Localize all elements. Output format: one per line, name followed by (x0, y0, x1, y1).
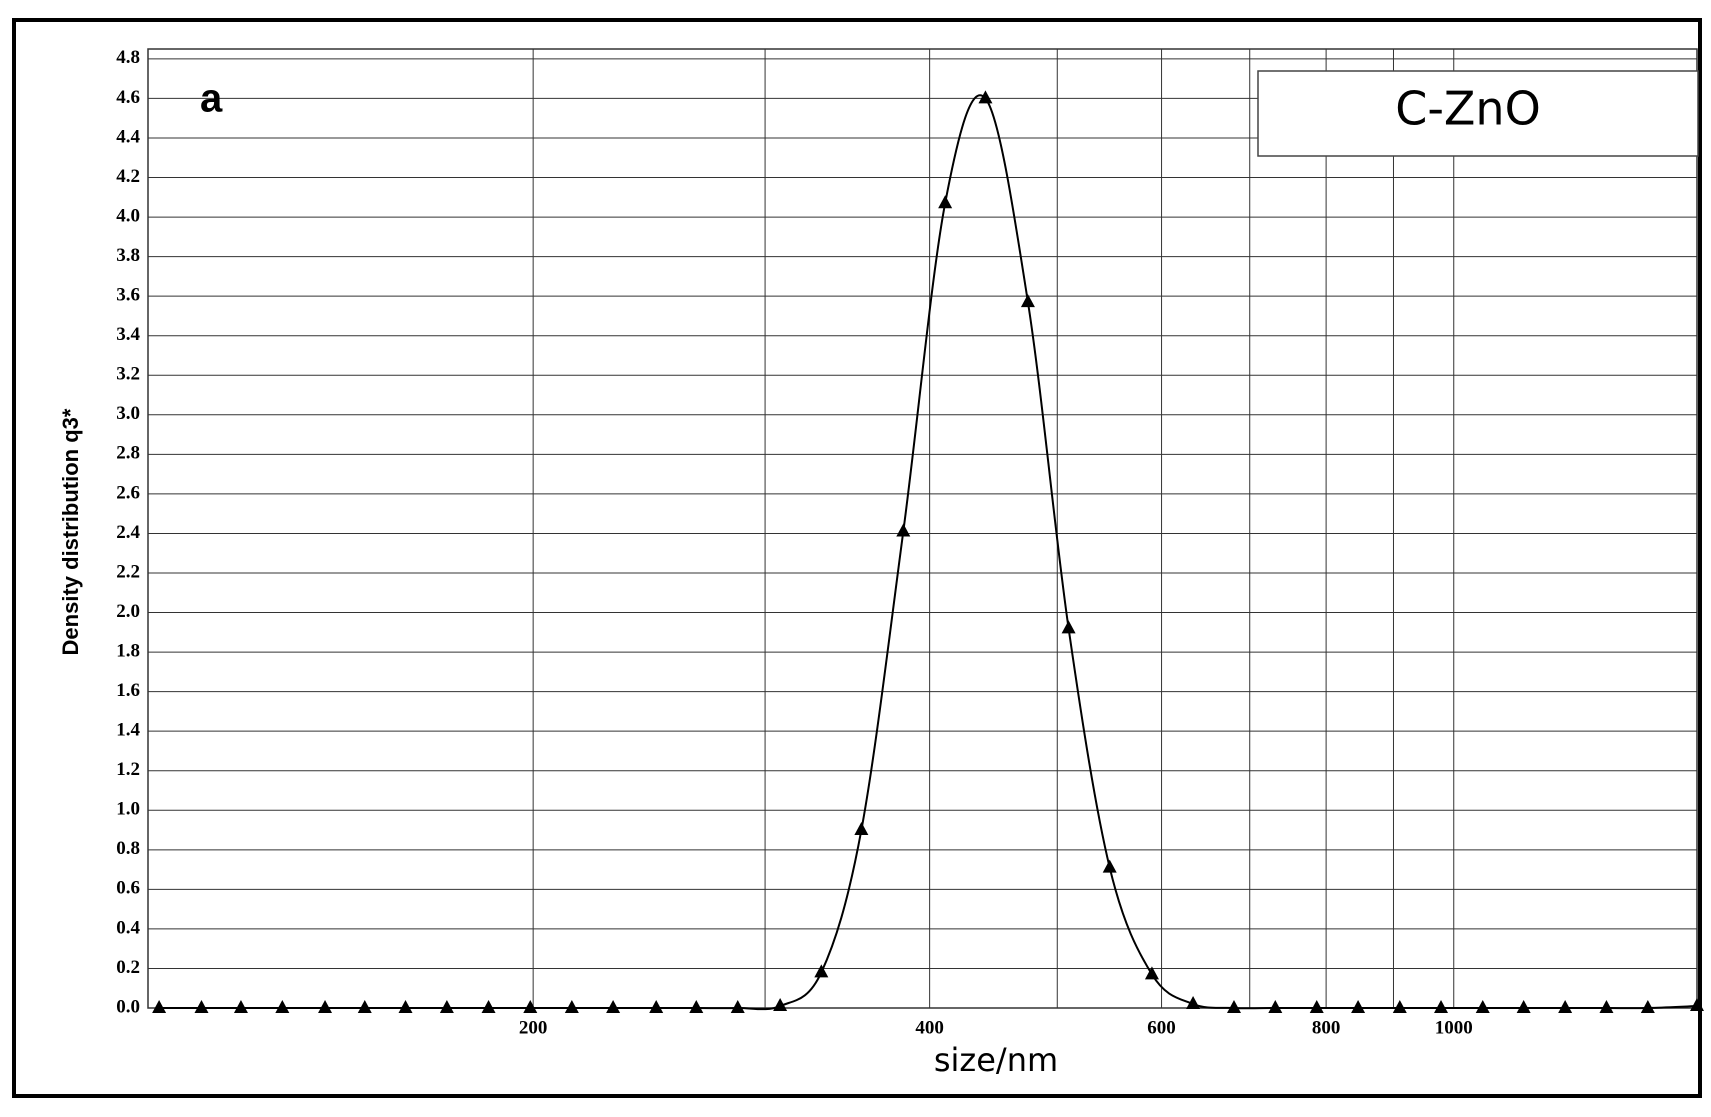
y-tick-label: 4.0 (116, 205, 140, 226)
y-tick-label: 3.4 (116, 324, 140, 345)
y-tick-label: 2.8 (116, 443, 140, 464)
data-marker (357, 1000, 372, 1013)
data-marker (1690, 998, 1704, 1012)
y-tick-label: 1.2 (116, 759, 140, 780)
y-tick-label: 3.8 (116, 245, 140, 266)
y-tick-label: 0.2 (116, 957, 140, 978)
y-tick-label: 2.2 (116, 561, 140, 582)
y-tick-label: 0.0 (116, 996, 140, 1017)
data-marker (1309, 1000, 1324, 1013)
data-marker (1516, 1000, 1531, 1013)
y-tick-label: 4.8 (116, 47, 140, 68)
data-marker (481, 1000, 496, 1013)
data-marker (1599, 1000, 1614, 1013)
y-tick-label: 1.8 (116, 640, 140, 661)
x-axis-label: size/nm (934, 1041, 1058, 1079)
data-marker (1434, 1000, 1449, 1013)
data-marker (318, 1000, 333, 1013)
x-tick-label: 800 (1312, 1017, 1341, 1038)
data-marker (1186, 996, 1201, 1010)
data-marker (1102, 859, 1117, 873)
plot-area: 0.0 0.2 0.4 0.6 0.8 1.0 1.2 1.4 1.6 1.8 2.0 2.2 2.4 2… (116, 47, 1704, 1038)
y-tick-label: 1.4 (116, 720, 140, 741)
x-tick-label: 1000 (1435, 1017, 1473, 1038)
plot-background (147, 48, 1698, 1009)
data-marker (938, 195, 953, 209)
x-tick-label: 600 (1147, 1017, 1176, 1038)
y-tick-label: 4.6 (116, 87, 140, 108)
data-marker (1020, 294, 1035, 308)
y-tick-label: 3.2 (116, 364, 140, 385)
data-marker (814, 964, 829, 978)
data-marker (896, 523, 911, 537)
legend-label: C-ZnO (1395, 82, 1541, 136)
data-marker (1392, 1000, 1407, 1013)
data-marker (689, 1000, 704, 1013)
data-marker (649, 1000, 664, 1013)
legend (1257, 70, 1699, 157)
data-marker (564, 1000, 579, 1013)
y-tick-label: 0.8 (116, 838, 140, 859)
x-tick-label: 400 (915, 1017, 944, 1038)
data-marker (398, 1000, 413, 1013)
x-tick-label: 200 (519, 1017, 548, 1038)
y-tick-label: 4.2 (116, 166, 140, 187)
y-tick-label: 2.0 (116, 601, 140, 622)
y-tick-label: 0.4 (116, 917, 140, 938)
panel-label: a (200, 77, 223, 121)
data-marker (773, 998, 788, 1012)
data-marker (854, 822, 869, 836)
data-marker (1640, 1000, 1655, 1013)
y-tick-label: 2.6 (116, 482, 140, 503)
data-marker (730, 1000, 745, 1013)
y-tick-label: 1.6 (116, 680, 140, 701)
data-marker (1061, 620, 1076, 634)
y-tick-label: 2.4 (116, 522, 140, 543)
y-tick-label: 3.0 (116, 403, 140, 424)
y-tick-label: 1.0 (116, 799, 140, 820)
data-marker (1475, 1000, 1490, 1013)
data-marker (1226, 1000, 1241, 1013)
data-marker (1144, 966, 1159, 980)
data-marker (978, 90, 993, 104)
y-tick-label: 3.6 (116, 285, 140, 306)
data-marker (233, 1000, 248, 1013)
data-marker (1268, 1000, 1283, 1013)
y-tick-label: 0.6 (116, 878, 140, 899)
y-tick-label: 4.4 (116, 126, 140, 147)
data-marker (523, 1000, 538, 1013)
data-marker (1558, 1000, 1573, 1013)
data-marker (275, 1000, 290, 1013)
data-marker (194, 1000, 209, 1013)
data-marker (152, 1000, 167, 1013)
data-marker (1351, 1000, 1366, 1013)
data-marker (439, 1000, 454, 1013)
data-marker (606, 1000, 621, 1013)
y-axis-label: Density distribution q3* (58, 408, 83, 655)
